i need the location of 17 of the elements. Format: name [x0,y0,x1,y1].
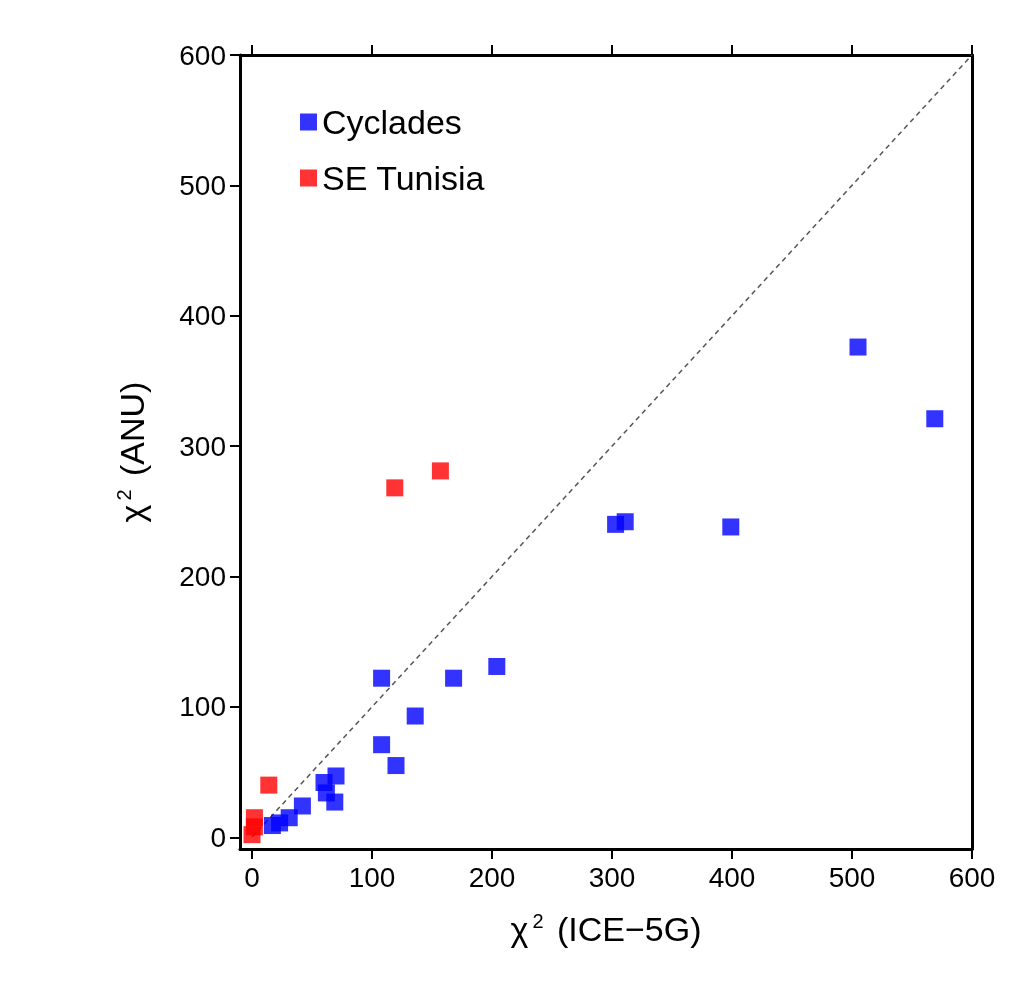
y-tick-label: 400 [179,300,226,332]
x-tick-label: 100 [348,861,396,893]
y-tick-label: 600 [179,39,226,71]
x-tick-label: 500 [828,861,876,893]
y-tick-label: 300 [179,430,226,462]
x-tick-label: 600 [948,861,996,893]
y-tick-label: 0 [210,821,226,853]
x-tick-label: 200 [468,861,516,893]
y-tick-label: 200 [179,561,226,593]
y-tick-label: 100 [179,691,226,723]
x-tick-label: 400 [708,861,756,893]
legend-label: SE Tunisia [322,159,485,197]
x-tick-label: 300 [588,861,636,893]
y-axis-title: χ2 (ANU) [113,381,151,523]
x-tick-label: 0 [244,861,260,893]
y-tick-label: 500 [179,169,226,201]
legend-label: Cyclades [322,103,462,141]
